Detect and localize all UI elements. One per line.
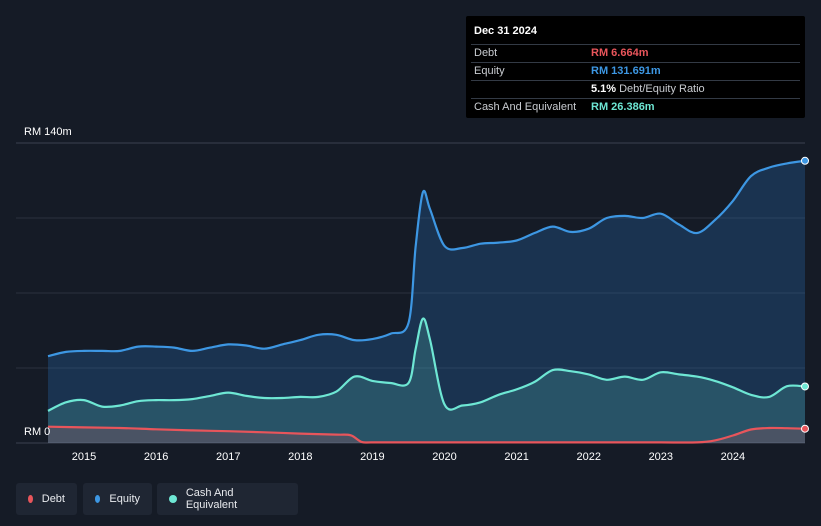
x-tick-2021: 2021 bbox=[504, 451, 528, 463]
tooltip-label-ratio-empty bbox=[474, 81, 591, 98]
tooltip-label-cash: Cash And Equivalent bbox=[474, 101, 577, 113]
y-tick-label-bottom: RM 0 bbox=[24, 426, 50, 438]
legend-item-cash[interactable]: Cash And Equivalent bbox=[157, 483, 298, 515]
x-tick-2019: 2019 bbox=[360, 451, 384, 463]
area-cash-and-equivalent bbox=[48, 318, 805, 443]
y-tick-label-top: RM 140m bbox=[24, 126, 72, 138]
legend-dot-equity bbox=[95, 495, 101, 503]
tooltip-row-debt: Debt RM 6.664m bbox=[471, 44, 800, 62]
end-dot-cash-and-equivalent bbox=[801, 382, 809, 391]
tooltip-row-cash: Cash And Equivalent RM 26.386m bbox=[471, 98, 800, 116]
end-dot-equity bbox=[801, 156, 809, 165]
tooltip-value-cash: RM 26.386m bbox=[591, 101, 655, 113]
series-areas bbox=[48, 160, 805, 444]
legend-label-equity: Equity bbox=[109, 493, 140, 505]
tooltip-row-ratio: 5.1% Debt/Equity Ratio bbox=[471, 80, 800, 98]
line-cash-and-equivalent bbox=[47, 317, 806, 412]
tooltip-row-equity: Equity RM 131.691m bbox=[471, 62, 800, 80]
tooltip-value-equity: RM 131.691m bbox=[591, 65, 661, 77]
tooltip-ratio-label: Debt/Equity Ratio bbox=[619, 83, 705, 95]
line-equity bbox=[47, 159, 806, 358]
legend-label-cash: Cash And Equivalent bbox=[185, 487, 238, 511]
area-debt bbox=[48, 426, 805, 443]
legend-dot-cash bbox=[169, 495, 177, 503]
tooltip-label-equity: Equity bbox=[474, 65, 505, 77]
tooltip-panel: Dec 31 2024 Debt RM 6.664m Equity RM 131… bbox=[466, 16, 805, 118]
tooltip-value-debt: RM 6.664m bbox=[591, 47, 649, 59]
legend-label-debt: Debt bbox=[41, 493, 65, 505]
x-tick-2017: 2017 bbox=[216, 451, 240, 463]
legend-item-equity[interactable]: Equity bbox=[83, 483, 152, 515]
x-tick-2015: 2015 bbox=[72, 451, 96, 463]
tooltip-date: Dec 31 2024 bbox=[474, 25, 537, 37]
series-end-dots bbox=[801, 156, 809, 433]
legend-dot-debt bbox=[28, 495, 33, 503]
x-tick-labels: 2015 2016 2017 2018 2019 2020 2021 2022 2023 2024 bbox=[72, 451, 745, 463]
x-tick-2020: 2020 bbox=[432, 451, 456, 463]
tooltip-value-ratio: 5.1% bbox=[591, 83, 617, 95]
x-tick-2016: 2016 bbox=[144, 451, 168, 463]
line-debt bbox=[47, 425, 806, 444]
x-tick-2018: 2018 bbox=[288, 451, 312, 463]
x-tick-2023: 2023 bbox=[649, 451, 673, 463]
x-tick-2022: 2022 bbox=[576, 451, 600, 463]
tooltip-label-debt: Debt bbox=[474, 47, 498, 59]
legend-item-debt[interactable]: Debt bbox=[16, 483, 77, 515]
x-tick-2024: 2024 bbox=[721, 451, 745, 463]
end-dot-debt bbox=[801, 424, 809, 433]
series-lines bbox=[47, 159, 806, 444]
area-equity bbox=[48, 160, 805, 444]
